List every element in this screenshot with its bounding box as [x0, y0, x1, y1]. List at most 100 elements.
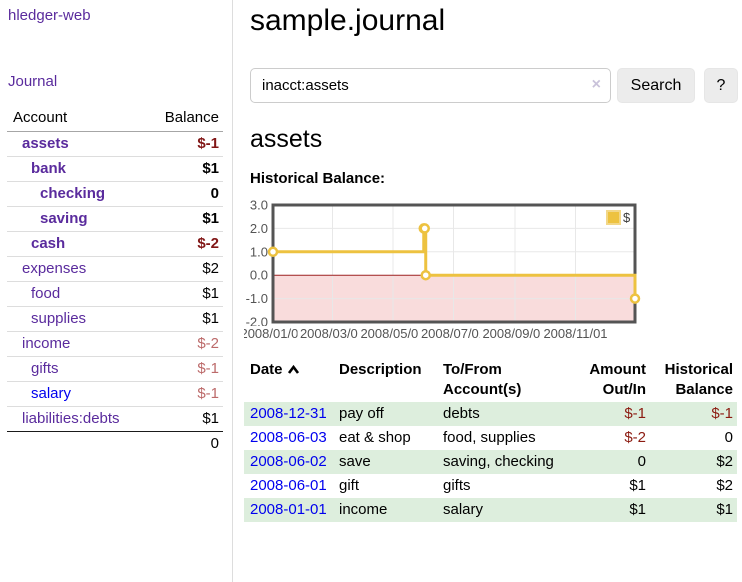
account-link[interactable]: income [22, 335, 71, 352]
account-balance: $1 [202, 160, 219, 177]
table-row: 2008-06-03 eat & shop food, supplies $-2 0 [244, 426, 737, 450]
account-row: saving $1 [7, 206, 223, 231]
account-balance: 0 [210, 185, 219, 202]
column-header-amount[interactable]: Amount Out/In [589, 361, 646, 398]
table-row: 2008-01-01 income salary $1 $1 [244, 498, 737, 522]
total-balance: 0 [210, 435, 219, 452]
account-balance: $1 [202, 285, 219, 302]
account-balance: $-1 [197, 385, 219, 402]
account-row: salary $-1 [7, 381, 223, 406]
search-form: × Search ? [250, 68, 742, 103]
search-button[interactable]: Search [617, 68, 695, 103]
svg-text:$: $ [623, 210, 631, 225]
transaction-accounts: gifts [443, 477, 471, 494]
account-title: assets [250, 125, 323, 153]
transaction-accounts: debts [443, 405, 480, 422]
column-header-date[interactable]: Date [244, 359, 339, 402]
account-balance: $-2 [197, 335, 219, 352]
svg-text:2008/11/01: 2008/11/01 [543, 326, 607, 341]
account-row: expenses $2 [7, 256, 223, 281]
account-link[interactable]: supplies [31, 310, 87, 327]
transaction-amount: $-1 [624, 405, 646, 422]
account-balance: $-1 [197, 360, 219, 377]
main-content: sample.journal × Search ? assets Histori… [244, 0, 742, 522]
table-row: 2008-12-31 pay off debts $-1 $-1 [244, 402, 737, 426]
account-tree-body: assets $-1 bank $1 checking 0 saving $1 cash $-2 e… [7, 132, 223, 431]
account-row: assets $-1 [7, 132, 223, 156]
svg-text:3.0: 3.0 [250, 198, 268, 213]
historical-balance-chart: $3.0 2.0 1.0 0.0 -1.0 -2.0 2008/01/01 2008/03/0… [244, 195, 742, 345]
account-row: cash $-2 [7, 231, 223, 256]
brand-link[interactable]: hledger-web [8, 7, 91, 24]
account-balance: $1 [202, 210, 219, 227]
account-link[interactable]: food [31, 285, 61, 302]
chart-title: Historical Balance: [250, 170, 386, 187]
balance-column-header: Balance [164, 109, 219, 126]
account-balance: $2 [202, 260, 219, 277]
register-header-row: Date Description To/From Account(s) Amou… [244, 359, 737, 402]
account-link[interactable]: checking [40, 185, 106, 202]
account-link[interactable]: assets [22, 135, 69, 152]
account-link[interactable]: bank [31, 160, 67, 177]
account-balance: $-2 [197, 235, 219, 252]
account-row: liabilities:debts $1 [7, 406, 223, 431]
account-row: supplies $1 [7, 306, 223, 331]
account-link[interactable]: salary [31, 385, 72, 402]
transaction-accounts: food, supplies [443, 429, 536, 446]
account-row: food $1 [7, 281, 223, 306]
account-link[interactable]: liabilities:debts [22, 410, 120, 427]
account-link[interactable]: expenses [22, 260, 87, 277]
svg-text:2008/03/01: 2008/03/01 [300, 326, 365, 341]
account-link[interactable]: gifts [31, 360, 59, 377]
transaction-amount: $1 [629, 501, 646, 518]
transaction-description: income [339, 501, 388, 518]
help-button[interactable]: ? [704, 68, 738, 103]
account-row: checking 0 [7, 181, 223, 206]
transaction-balance: $-1 [711, 405, 733, 422]
register-table: Date Description To/From Account(s) Amou… [244, 359, 737, 522]
column-header-balance[interactable]: Historical Balance [664, 361, 733, 398]
account-tree-header: Account Balance [7, 106, 223, 132]
account-column-header: Account [13, 109, 68, 126]
transaction-date-link[interactable]: 2008-06-03 [250, 429, 327, 446]
transaction-date-link[interactable]: 2008-12-31 [250, 405, 327, 422]
transaction-accounts: saving, checking [443, 453, 554, 470]
account-row: bank $1 [7, 156, 223, 181]
table-row: 2008-06-01 gift gifts $1 $2 [244, 474, 737, 498]
page-title: sample.journal [250, 4, 446, 37]
transaction-description: save [339, 453, 371, 470]
account-link[interactable]: cash [31, 235, 66, 252]
svg-text:-2.0: -2.0 [246, 315, 268, 330]
sort-asc-icon [287, 361, 300, 381]
account-link[interactable]: saving [40, 210, 88, 227]
search-input[interactable] [250, 68, 611, 103]
account-tree-total-row: 0 [7, 431, 223, 456]
transaction-amount: $-2 [624, 429, 646, 446]
account-balance: $-1 [197, 135, 219, 152]
sidebar-item-journal[interactable]: Journal [8, 73, 58, 90]
transaction-date-link[interactable]: 2008-01-01 [250, 501, 327, 518]
transaction-date-link[interactable]: 2008-06-01 [250, 477, 327, 494]
transaction-balance: 0 [724, 429, 733, 446]
table-row: 2008-06-02 save saving, checking 0 $2 [244, 450, 737, 474]
register-body: 2008-12-31 pay off debts $-1 $-1 2008-06-03 ea… [244, 402, 737, 522]
account-row: income $-2 [7, 331, 223, 356]
transaction-balance: $1 [716, 501, 733, 518]
account-tree: Account Balance assets $-1 bank $1 checking 0… [7, 106, 223, 456]
clear-search-icon[interactable]: × [591, 76, 601, 93]
svg-text:2008/05/01: 2008/05/01 [360, 326, 425, 341]
transaction-date-link[interactable]: 2008-06-02 [250, 453, 327, 470]
transaction-amount: $1 [629, 477, 646, 494]
transaction-description: gift [339, 477, 360, 494]
svg-text:-1.0: -1.0 [246, 291, 268, 306]
column-header-description[interactable]: Description [339, 361, 422, 378]
transaction-balance: $2 [716, 453, 733, 470]
svg-text:2008/01/01: 2008/01/01 [244, 326, 306, 341]
svg-text:0.0: 0.0 [250, 268, 268, 283]
column-header-accounts[interactable]: To/From Account(s) [443, 361, 522, 398]
sidebar: hledger-web Journal Account Balance asse… [0, 0, 233, 582]
transaction-amount: 0 [637, 453, 646, 470]
svg-text:2.0: 2.0 [250, 221, 268, 236]
transaction-description: pay off [339, 405, 384, 422]
